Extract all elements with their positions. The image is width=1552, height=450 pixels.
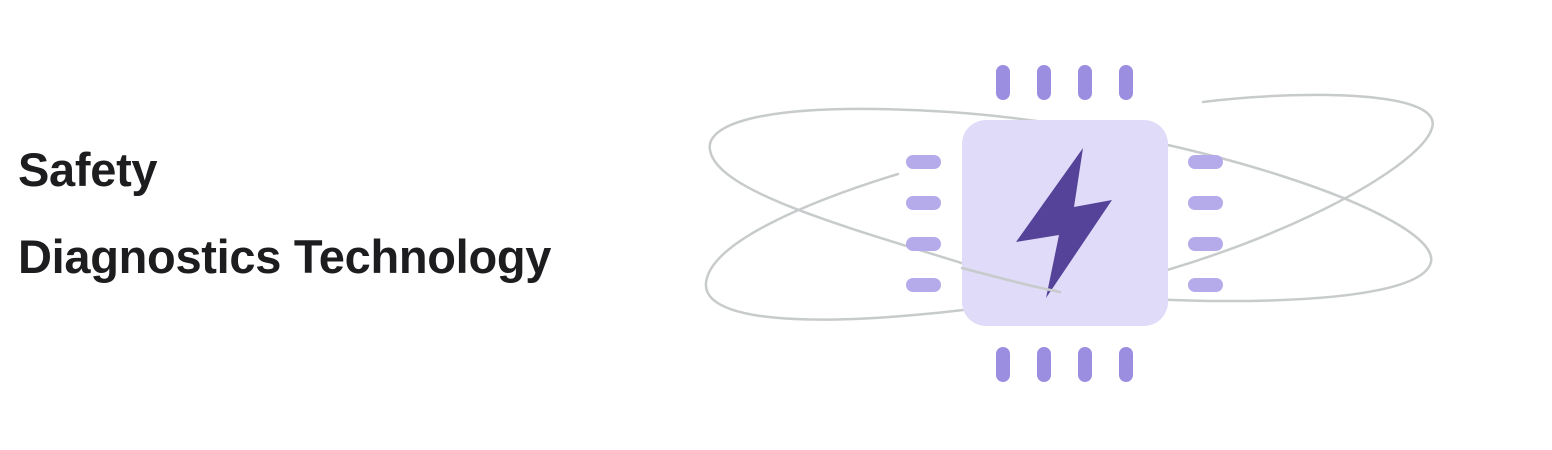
heading-line-1: Safety xyxy=(18,143,158,196)
heading-line-2: Diagnostics Technology xyxy=(18,230,552,283)
orbit-ring-front xyxy=(960,266,1062,294)
chip-bottom-pins xyxy=(996,347,1133,382)
lightning-bolt-icon xyxy=(1016,148,1112,298)
chip-top-pins xyxy=(996,65,1133,100)
chip-left-pins xyxy=(906,155,941,292)
page-heading: Safety Diagnostics Technology xyxy=(18,146,551,280)
chip-with-lightning-bolt-icon xyxy=(704,65,1434,382)
chip-right-pins xyxy=(1188,155,1223,292)
chip-illustration xyxy=(690,50,1460,400)
